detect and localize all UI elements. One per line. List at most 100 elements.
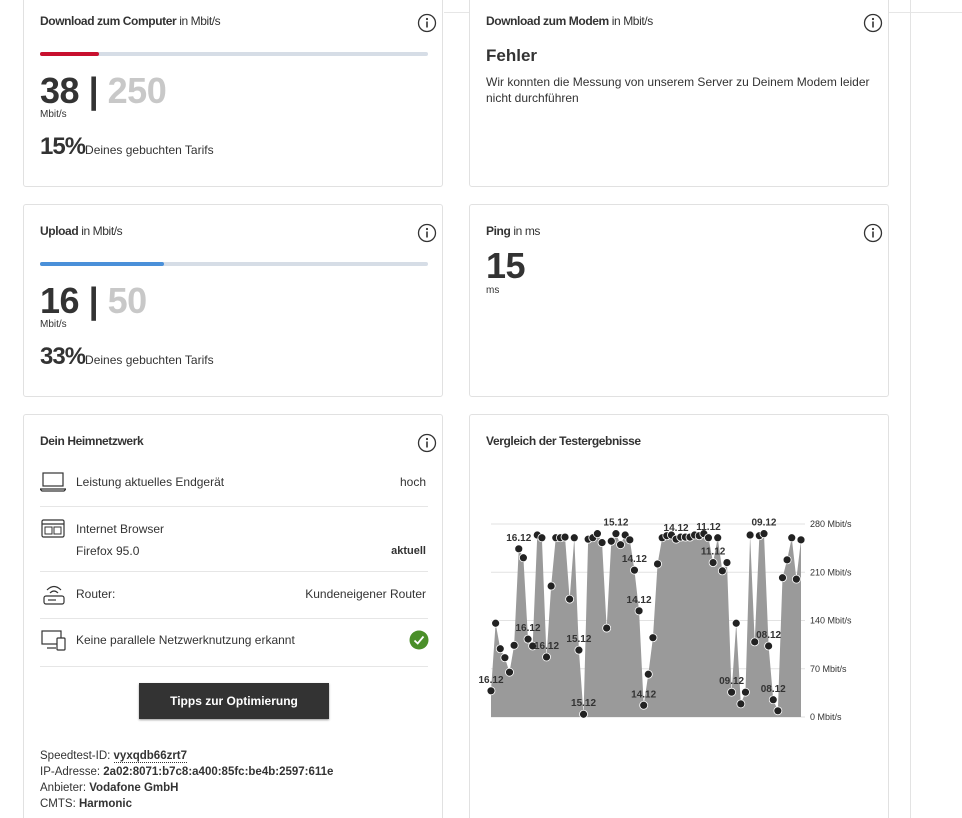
date-label: 16.12 bbox=[534, 641, 559, 652]
date-label: 09.12 bbox=[719, 676, 744, 687]
data-point bbox=[500, 653, 510, 663]
info-value: vyxqdb66zrt7 bbox=[113, 750, 188, 763]
card-title: Upload in Mbit/s bbox=[40, 224, 123, 238]
info-icon[interactable] bbox=[863, 13, 883, 33]
data-point bbox=[643, 669, 653, 679]
percent-text: Deines gebuchten Tarifs bbox=[85, 143, 214, 157]
card-title: Dein Heimnetzwerk bbox=[40, 434, 144, 448]
error-title: Fehler bbox=[486, 46, 538, 65]
info-icon[interactable] bbox=[417, 223, 437, 243]
data-point bbox=[542, 652, 551, 662]
data-point bbox=[759, 529, 769, 539]
info-icon[interactable] bbox=[417, 433, 437, 453]
unit: Mbit/s bbox=[40, 319, 67, 330]
data-point bbox=[625, 535, 635, 545]
info-line: Speedtest-ID: vyxqdb66zrt7 bbox=[40, 750, 188, 763]
measured: 16 bbox=[40, 280, 80, 321]
data-point bbox=[768, 695, 778, 705]
chart-title: Vergleich der Testergebnisse bbox=[486, 434, 641, 448]
progress-track bbox=[40, 52, 428, 56]
info-icon[interactable] bbox=[863, 223, 883, 243]
check-icon bbox=[409, 630, 429, 650]
data-point bbox=[736, 699, 746, 709]
title-text: Ping bbox=[486, 224, 511, 238]
y-tick-label: 0 Mbit/s bbox=[810, 712, 842, 722]
date-label: 08.12 bbox=[756, 630, 781, 641]
data-point bbox=[486, 686, 496, 696]
row-label: Internet Browser bbox=[76, 522, 165, 536]
ping-card: Ping in ms 15 ms bbox=[469, 204, 889, 397]
data-point bbox=[509, 640, 519, 650]
progress-track bbox=[40, 262, 428, 266]
data-point bbox=[708, 558, 718, 568]
optimize-button[interactable]: Tipps zur Optimierung bbox=[139, 683, 329, 719]
data-point bbox=[713, 533, 723, 543]
date-label: 08.12 bbox=[761, 684, 786, 695]
data-point bbox=[560, 532, 570, 542]
date-label: 15.12 bbox=[603, 518, 628, 529]
row-label: Router: bbox=[76, 587, 116, 601]
data-point bbox=[606, 536, 616, 546]
info-value: Vodafone GmbH bbox=[89, 782, 179, 794]
data-point bbox=[778, 573, 787, 583]
data-point bbox=[593, 529, 602, 539]
unit-note: in ms bbox=[513, 224, 541, 238]
data-point bbox=[495, 644, 505, 654]
divider bbox=[40, 618, 428, 619]
row-value: hoch bbox=[399, 475, 426, 489]
date-label: 16.12 bbox=[506, 533, 531, 544]
date-label: 15.12 bbox=[566, 634, 591, 645]
info-label: IP-Adresse: bbox=[40, 766, 101, 778]
data-point bbox=[597, 538, 607, 548]
title-text: Download zum Modem bbox=[486, 14, 609, 28]
data-point bbox=[796, 535, 806, 545]
date-label: 14.12 bbox=[631, 689, 656, 700]
chart-card: Vergleich der Testergebnisse 0 Mbit/s 70 … bbox=[469, 414, 889, 818]
data-point bbox=[579, 709, 588, 719]
data-point bbox=[523, 634, 533, 644]
info-value: Harmonic bbox=[78, 798, 133, 810]
home-network-card: Dein Heimnetzwerk Leistung aktuelles End… bbox=[23, 414, 443, 818]
data-point bbox=[782, 555, 792, 565]
error-message: Wir konnten die Messung von unserem Serv… bbox=[486, 75, 870, 105]
data-point bbox=[704, 533, 713, 543]
data-point bbox=[518, 553, 528, 563]
date-label: 14.12 bbox=[622, 554, 647, 565]
row-value: Kundeneigener Router bbox=[305, 587, 426, 601]
data-point bbox=[546, 581, 556, 591]
percent: 33% bbox=[40, 343, 86, 370]
progress-bar bbox=[40, 262, 165, 266]
unit-note: in Mbit/s bbox=[81, 224, 123, 238]
data-point bbox=[773, 706, 783, 716]
data-point bbox=[528, 641, 538, 651]
info-label: Speedtest-ID: bbox=[40, 750, 111, 762]
title-text: Download zum Computer bbox=[40, 14, 177, 28]
unit-note: in Mbit/s bbox=[179, 14, 221, 28]
percent-line: 33%Deines gebuchten Tarifs bbox=[40, 343, 214, 371]
data-point bbox=[791, 574, 801, 584]
info-label: Anbieter: bbox=[40, 782, 87, 794]
percent-text: Deines gebuchten Tarifs bbox=[85, 353, 214, 367]
speed-value: 16 | 50 bbox=[40, 283, 147, 319]
card-title: Vergleich der Testergebnisse bbox=[486, 434, 641, 448]
data-point bbox=[565, 594, 575, 604]
info-icon[interactable] bbox=[417, 13, 437, 33]
unit: ms bbox=[486, 285, 500, 296]
y-tick-label: 140 Mbit/s bbox=[810, 616, 852, 626]
date-label: 11.12 bbox=[696, 522, 721, 533]
data-point bbox=[611, 529, 621, 539]
data-point bbox=[727, 687, 736, 697]
divider bbox=[40, 666, 428, 667]
data-point bbox=[491, 618, 501, 628]
data-point bbox=[653, 559, 662, 569]
card-title: Download zum Computer in Mbit/s bbox=[40, 14, 221, 28]
unit-note: in Mbit/s bbox=[611, 14, 653, 28]
data-point bbox=[634, 606, 644, 616]
info-line: CMTS: Harmonic bbox=[40, 798, 132, 810]
data-point bbox=[616, 540, 625, 550]
y-tick-label: 210 Mbit/s bbox=[810, 567, 852, 577]
row-value: aktuell bbox=[391, 545, 426, 557]
data-point bbox=[602, 623, 612, 633]
browser-icon bbox=[41, 519, 65, 538]
tariff: 50 bbox=[107, 280, 148, 321]
